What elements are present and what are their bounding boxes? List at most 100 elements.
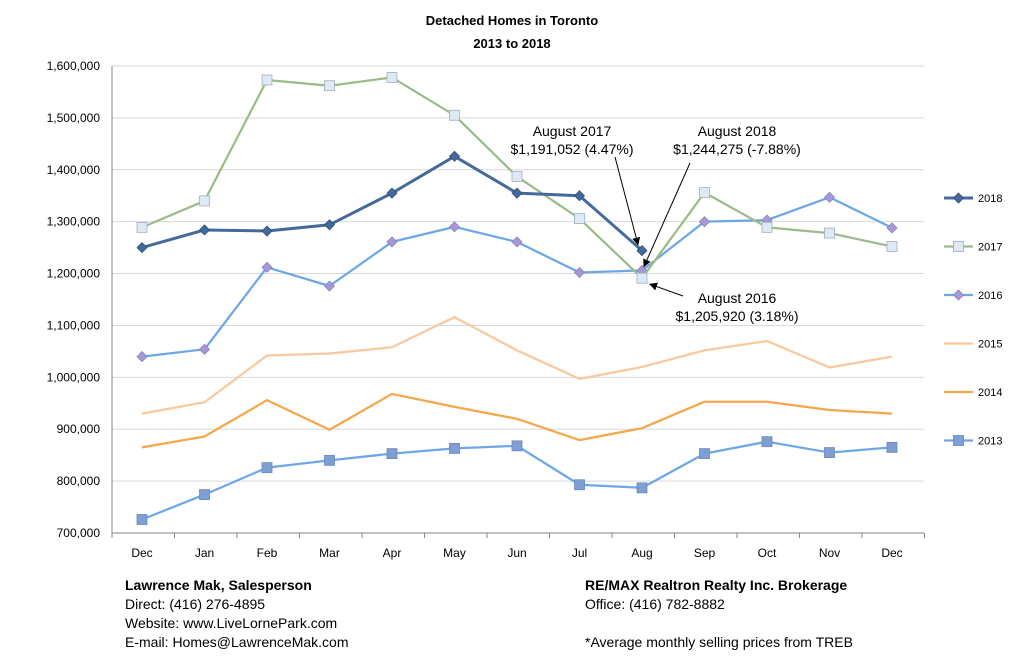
legend-label: 2017 [978,242,1002,254]
gridlines [112,65,924,534]
marker-point [136,351,148,363]
marker-point [136,242,148,254]
marker-point [449,109,460,121]
x-tick-label: Sep [694,546,716,560]
legend: 2018 2017 2016 2015 2014 2013 [944,192,1002,448]
x-tick-label: Jul [572,546,587,560]
annotation-arrow [649,282,684,297]
legend-item-2016: 2016 [944,289,1002,302]
marker-point [323,219,336,231]
chart-title: Detached Homes in Toronto [426,13,598,28]
x-tick-label: Nov [819,546,840,560]
legend-item-2014: 2014 [944,387,1002,399]
series-2013 [136,436,898,525]
agent-email: E-mail: Homes@LawrenceMak.com [125,634,349,650]
footer-right: RE/MAX Realtron Realty Inc. Brokerage Of… [585,576,853,652]
y-tick-label: 1,100,000 [47,318,101,332]
legend-item-2018: 2018 [944,192,1002,205]
marker-point [573,266,586,279]
annotation-text: $1,205,920 (3.18%) [676,308,799,324]
marker-point [636,482,648,494]
marker-point [386,236,398,248]
legend-label: 2018 [978,193,1002,205]
legend-item-2013: 2013 [944,435,1002,448]
marker-point [886,241,898,252]
marker-point [511,171,523,182]
x-tick-label: Jan [195,546,214,560]
x-tick-label: Apr [383,546,402,560]
marker-point [449,443,460,454]
marker-point [886,222,898,234]
legend-label: 2013 [978,436,1002,448]
x-tick-label: Aug [631,546,652,560]
marker-point [324,80,335,92]
annotation-arrow [614,156,641,246]
marker-point [573,190,586,202]
x-tick-label: Dec [881,546,902,560]
marker-point [699,448,710,460]
series-2014 [141,392,893,449]
marker-point [198,343,211,355]
x-tick-label: Oct [758,546,777,560]
marker-point [636,245,648,257]
plot-area [136,72,898,525]
legend-item-2015: 2015 [944,339,1002,351]
x-axis: Dec Jan Feb Mar Apr May Jun Jul Aug Sep Oct Nov Dec [111,533,925,560]
annotation-text: August 2017 [533,123,612,139]
marker-point [448,221,461,233]
brokerage-name: RE/MAX Realtron Realty Inc. Brokerage [585,577,848,593]
marker-point [324,454,335,466]
agent-name: Lawrence Mak, Salesperson [125,577,312,593]
x-tick-label: Jun [507,546,526,560]
marker-point [574,213,585,224]
marker-point [698,216,711,228]
marker-point [323,280,336,292]
annotation-arrow [643,162,691,268]
marker-point [261,225,273,237]
line-chart: Detached Homes in Toronto 2013 to 2018 7… [47,13,1003,560]
x-tick-label: Feb [257,546,278,560]
y-tick-label: 800,000 [57,474,101,488]
series-line-2015 [141,316,893,415]
marker-point [511,187,523,199]
legend-label: 2015 [978,339,1002,351]
footer-left: Lawrence Mak, Salesperson Direct: (416) … [125,576,349,652]
office-phone: Office: (416) 782-8882 [585,596,725,612]
source-note: *Average monthly selling prices from TRE… [585,634,853,650]
legend-label: 2016 [978,290,1002,302]
agent-website: Website: www.LiveLornePark.com [125,615,338,631]
marker-point [261,74,273,86]
marker-point [823,191,836,203]
marker-point [511,440,523,452]
annotation-text: $1,244,275 (-7.88%) [673,141,801,157]
marker-point [636,272,648,284]
marker-point [886,441,898,453]
marker-point [761,221,773,233]
y-tick-label: 1,400,000 [47,163,101,177]
annotations: August 2017 $1,191,052 (4.47%) August 2018… [511,123,801,324]
marker-point [199,489,210,501]
legend-label: 2014 [978,387,1002,399]
marker-point [761,436,773,448]
y-tick-label: 1,300,000 [47,215,101,229]
marker-point [953,241,964,252]
marker-point [448,150,461,162]
series-line-2014 [141,392,893,449]
y-tick-label: 700,000 [57,526,101,540]
marker-point [386,72,398,83]
marker-point [136,221,148,233]
x-tick-label: Dec [131,546,152,560]
annotation-text: August 2018 [698,123,777,139]
chart-subtitle: 2013 to 2018 [473,36,550,51]
series-2017 [136,72,898,284]
series-2018 [136,150,648,257]
marker-point [136,514,148,525]
legend-item-2017: 2017 [944,241,1002,254]
annotation-text: August 2016 [698,290,777,306]
series-2015 [141,316,893,415]
y-tick-label: 1,200,000 [47,267,101,281]
marker-point [952,192,965,204]
y-tick-label: 1,600,000 [47,59,101,73]
x-tick-label: May [443,546,466,560]
marker-point [261,261,273,273]
